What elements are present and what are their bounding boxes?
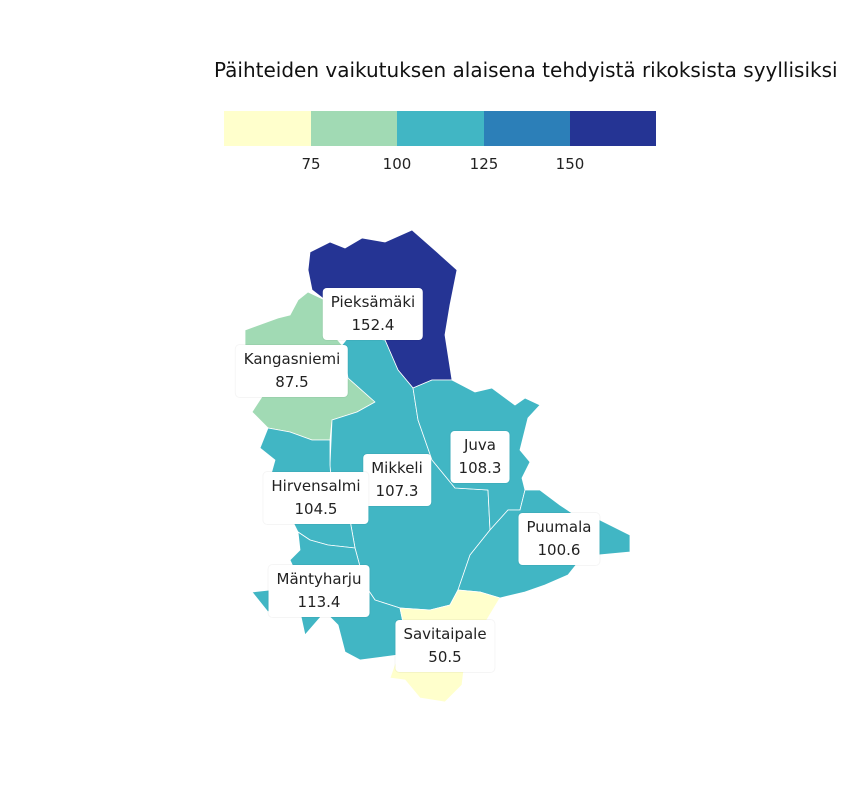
label-mantyharju: Mäntyharju 113.4 [268,565,370,617]
legend-tick-100: 100 [382,155,412,173]
region-value: 108.3 [458,459,502,477]
label-hirvensalmi: Hirvensalmi 104.5 [263,472,369,524]
region-name: Puumala [526,518,592,536]
legend-swatch-1 [224,111,311,146]
region-value: 50.5 [428,648,462,666]
legend-swatch-4 [484,111,570,146]
region-value: 107.3 [375,482,419,500]
legend-tick-75: 75 [301,155,321,173]
color-legend: 75 100 125 150 [0,0,864,200]
region-value: 100.6 [537,541,581,559]
region-name: Kangasniemi [243,350,341,368]
label-pieksamaki: Pieksämäki 152.4 [322,288,424,340]
label-savitaipale: Savitaipale 50.5 [395,620,495,672]
label-juva: Juva 108.3 [450,431,510,483]
legend-swatch-3 [397,111,484,146]
label-puumala: Puumala 100.6 [518,513,600,565]
region-name: Pieksämäki [330,293,416,311]
region-name: Hirvensalmi [271,477,361,495]
region-name: Savitaipale [403,625,487,643]
label-kangasniemi: Kangasniemi 87.5 [235,345,349,397]
map-title: Päihteiden vaikutuksen alaisena tehdyist… [214,58,838,82]
region-name: Mikkeli [371,459,423,477]
region-value: 152.4 [351,316,395,334]
legend-swatch-5 [570,111,656,146]
region-value: 113.4 [297,593,341,611]
label-mikkeli: Mikkeli 107.3 [363,454,431,506]
legend-tick-150: 150 [555,155,585,173]
region-name: Juva [463,436,496,454]
region-value: 104.5 [294,500,338,518]
legend-tick-125: 125 [469,155,499,173]
region-value: 87.5 [275,373,309,391]
region-name: Mäntyharju [276,570,362,588]
legend-swatch-2 [311,111,397,146]
